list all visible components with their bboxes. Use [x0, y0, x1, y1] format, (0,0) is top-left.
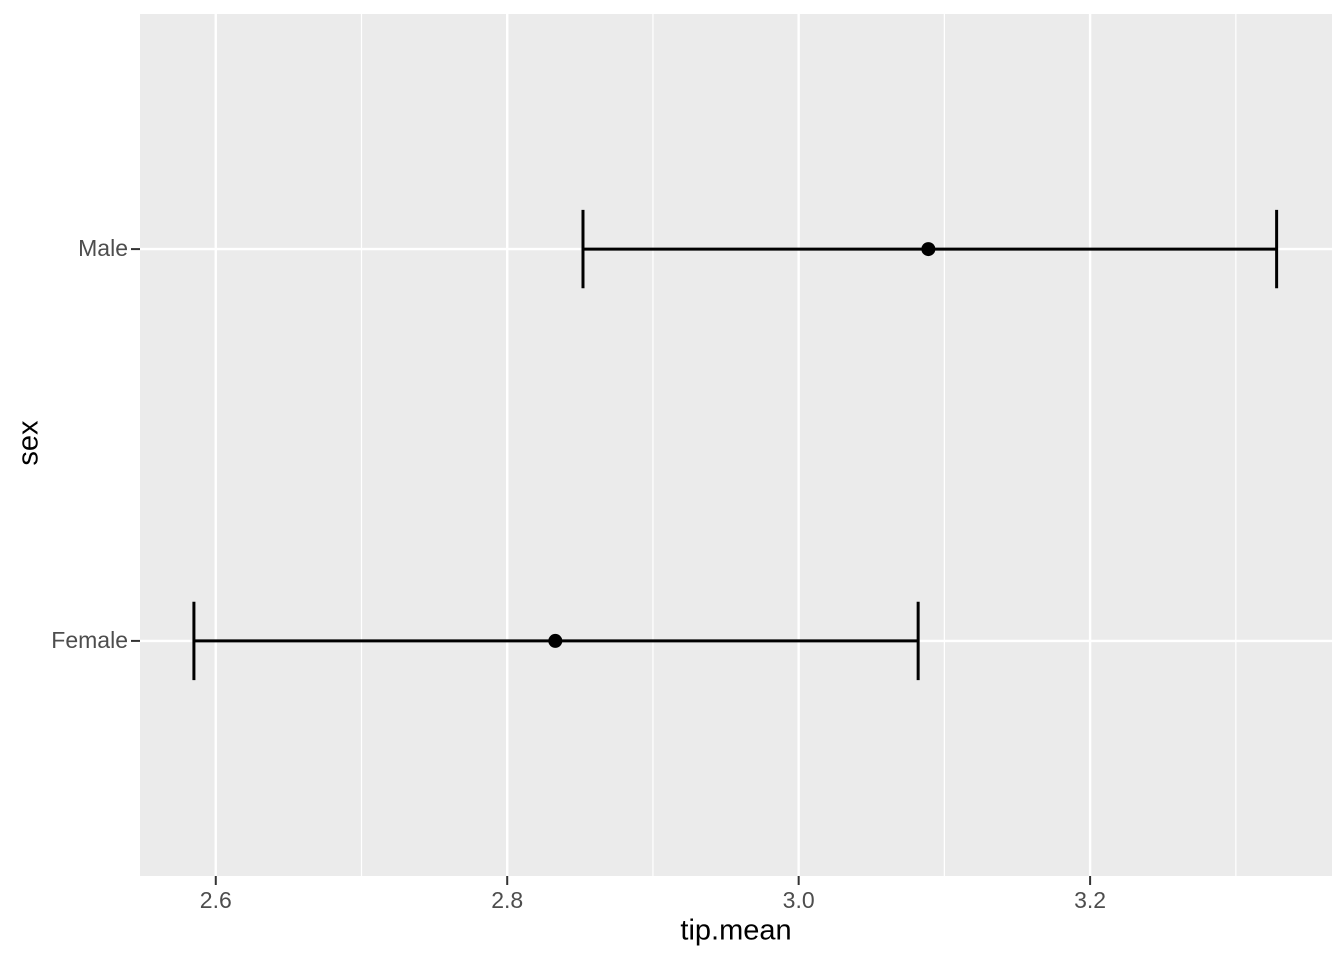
x-tick-label-2.8: 2.8 [491, 887, 524, 913]
x-tick-label-3.2: 3.2 [1074, 887, 1107, 913]
y-axis-title: sex [12, 420, 45, 466]
mean-point-female [548, 633, 563, 648]
y-tick-label-female: Female [51, 626, 128, 653]
x-tick-label-2.6: 2.6 [199, 887, 232, 913]
x-tick-label-3.0: 3.0 [782, 887, 815, 913]
y-tick-label-male: Male [78, 235, 128, 262]
x-axis-title: tip.mean [680, 914, 792, 947]
mean-point-male [921, 242, 936, 257]
panel-background [140, 14, 1332, 876]
